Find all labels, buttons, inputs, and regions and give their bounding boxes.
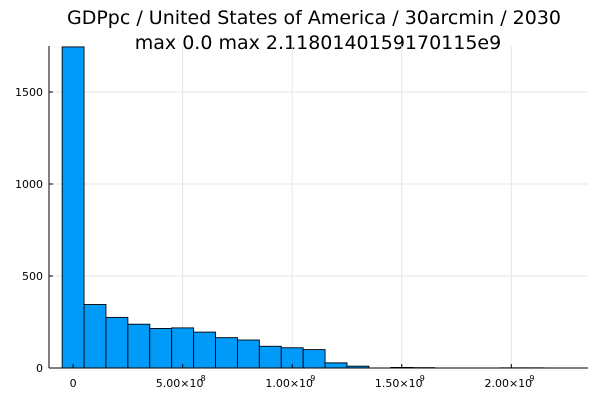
y-tick-label-0: 0 <box>36 362 43 375</box>
grid-lines <box>49 46 588 369</box>
histogram-bar-12 <box>324 362 348 369</box>
x-tick-label-1: 5.00×10 <box>156 377 204 390</box>
chart-title-line-1: GDPpc / United States of America / 30arc… <box>67 7 561 29</box>
histogram-bar-8 <box>236 339 260 369</box>
histogram-bar-2 <box>105 316 129 369</box>
y-tick-label-3: 1500 <box>15 86 43 99</box>
x-tick-label-0: 0 <box>70 377 77 390</box>
histogram-bar-7 <box>215 337 238 369</box>
y-axis-ticks: 0 500 1000 1500 <box>15 86 53 375</box>
histogram-bar-3 <box>127 323 151 369</box>
histogram-bar-6 <box>193 331 216 369</box>
histogram-bar-1 <box>83 304 107 369</box>
axes <box>48 46 588 369</box>
x-axis-ticks: 0 5.00×108 1.00×109 1.50×109 2.00×109 <box>70 364 534 390</box>
x-tick-exponent-4: 9 <box>529 374 534 383</box>
histogram-bar-4 <box>149 327 173 369</box>
histogram-bar-0 <box>61 46 85 369</box>
histogram-bar-5 <box>171 327 195 369</box>
chart-title-line-2: max 0.0 max 2.1180140159170115e9 <box>135 32 501 54</box>
y-tick-label-1: 500 <box>22 270 43 283</box>
x-tick-label-2: 1.00×10 <box>265 377 313 390</box>
histogram-bar-9 <box>258 345 282 369</box>
x-tick-exponent-2: 9 <box>310 374 315 383</box>
chart-title: GDPpc / United States of America / 30arc… <box>67 7 561 54</box>
y-tick-label-2: 1000 <box>15 178 43 191</box>
x-tick-label-3: 1.50×10 <box>375 377 423 390</box>
x-tick-label-4: 2.00×10 <box>484 377 532 390</box>
x-tick-exponent-3: 9 <box>420 374 425 383</box>
histogram-bars <box>61 46 545 369</box>
x-tick-exponent-1: 8 <box>201 374 206 383</box>
histogram-bar-11 <box>302 349 326 369</box>
